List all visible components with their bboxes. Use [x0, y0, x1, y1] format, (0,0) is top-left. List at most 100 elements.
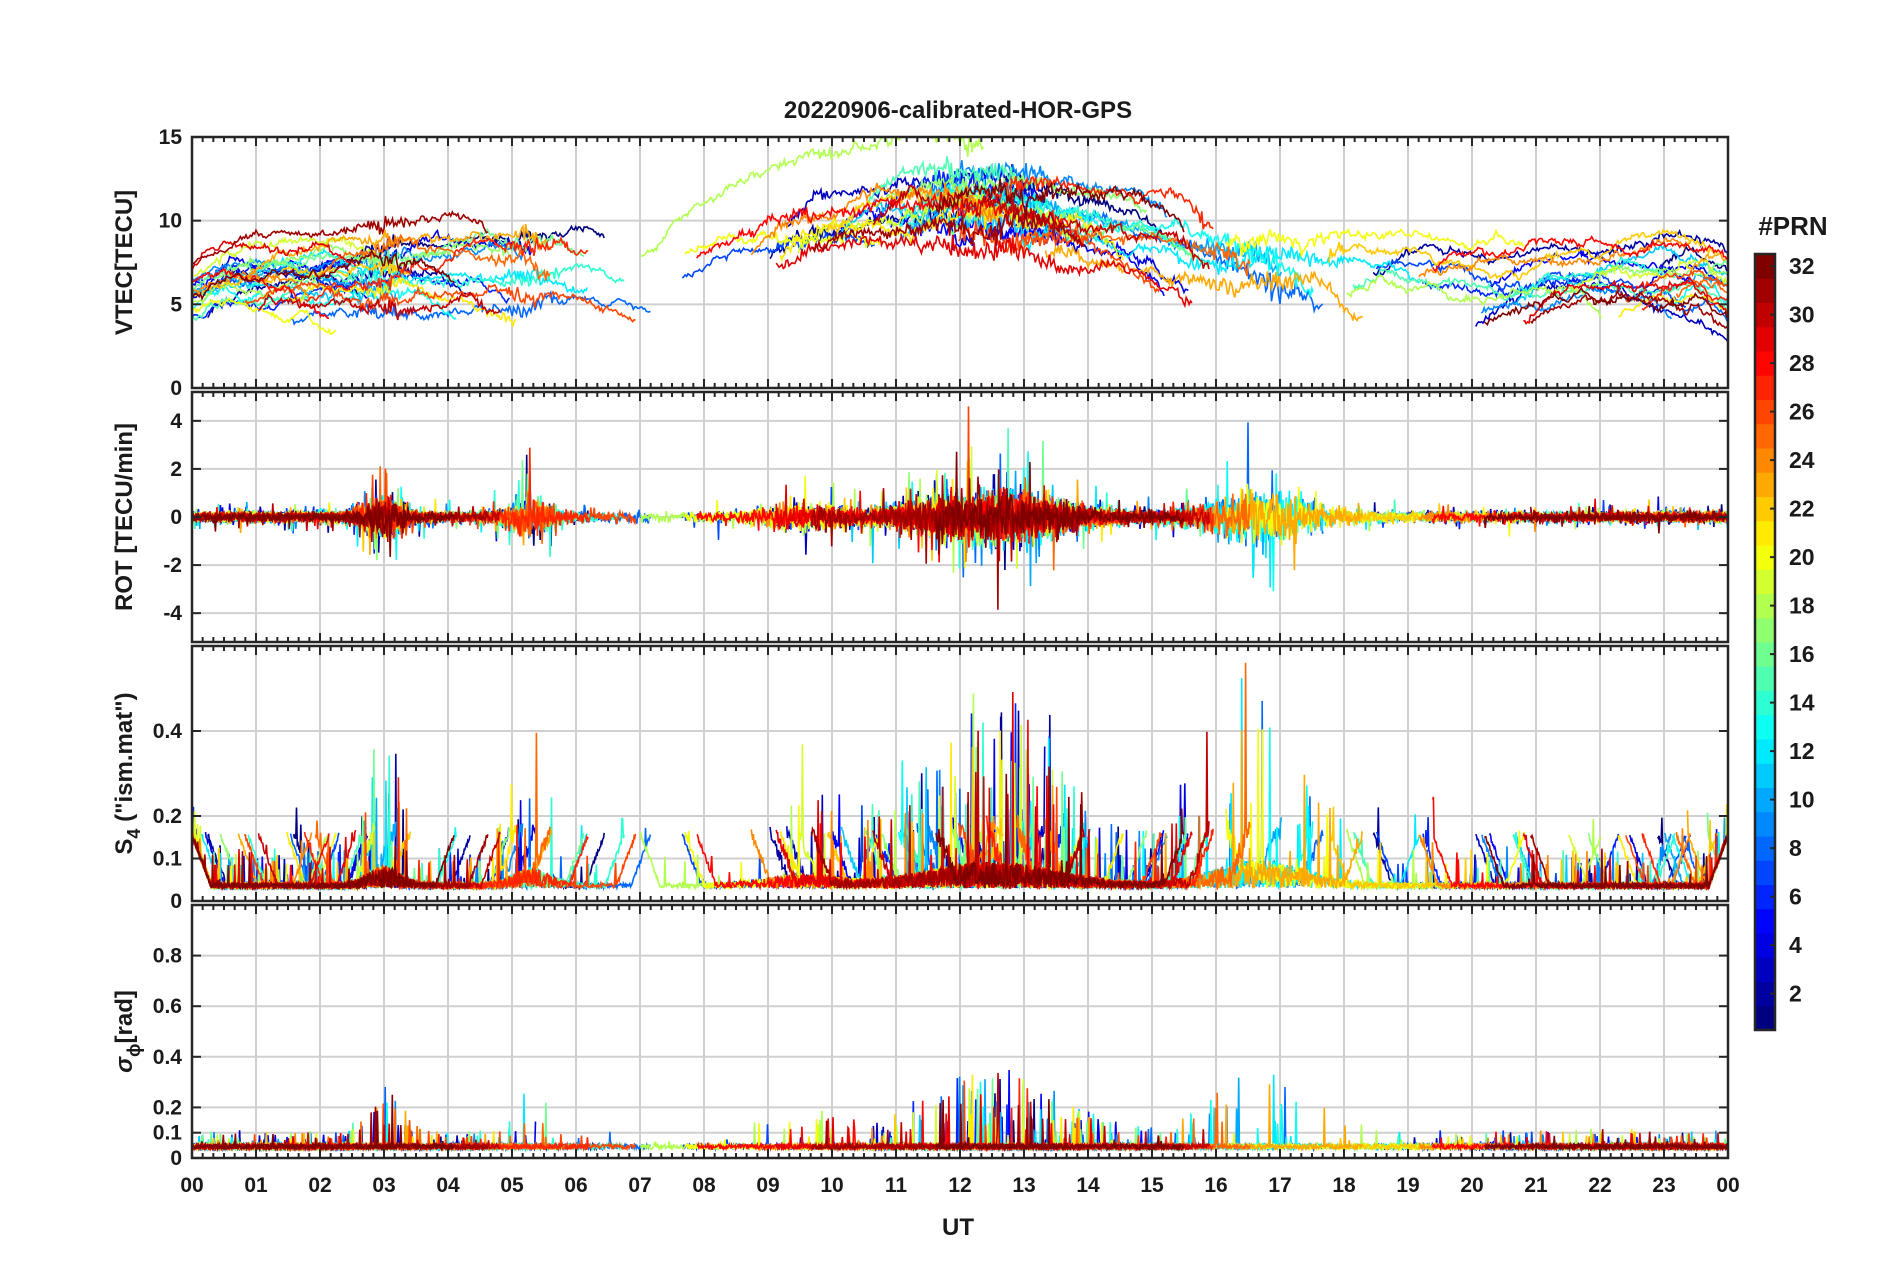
series-line-prn-3: [786, 164, 1046, 228]
series-vtec: [192, 137, 1728, 343]
colorbar-segment-prn-13: [1755, 714, 1775, 740]
series-line-prn-32: [935, 773, 1185, 892]
series-s4: [192, 662, 1728, 892]
series-line-prn-32: [1483, 286, 1728, 326]
y-tick-label-s4: 0.2: [153, 805, 182, 828]
series-line-prn-20: [192, 296, 337, 336]
series-line-prn-1: [1656, 244, 1728, 274]
colorbar-segment-prn-16: [1755, 642, 1775, 667]
y-tick-label-sigphi: 0.6: [153, 995, 182, 1018]
series-line-prn-29: [192, 240, 357, 271]
colorbar-tick-label: 20: [1789, 544, 1815, 570]
series-line-prn-7: [681, 229, 875, 279]
colorbar-segment-prn-31: [1755, 278, 1775, 303]
x-ticks-vtec: [191, 137, 1729, 388]
x-tick-label: 12: [948, 1174, 971, 1197]
series-line-prn-21: [286, 274, 517, 329]
series-line-prn-18: [1346, 274, 1602, 319]
y-tick-label-sigphi: 0.4: [153, 1046, 183, 1069]
x-tick-label: 05: [500, 1174, 524, 1197]
colorbar-label: #PRN: [1758, 211, 1827, 241]
x-tick-label: 08: [692, 1174, 716, 1197]
series-line-prn-5: [1488, 248, 1692, 288]
series-line-prn-27: [985, 175, 1214, 230]
x-tick-label: 00: [180, 1174, 203, 1197]
colorbar-segment-prn-23: [1755, 472, 1775, 497]
x-tick-label: 10: [820, 1174, 843, 1197]
series-line-prn-32: [192, 249, 455, 302]
colorbar-tick-label: 26: [1789, 399, 1815, 425]
series-line-prn-22: [1328, 228, 1718, 281]
x-tick-label: 01: [244, 1174, 268, 1197]
series-line-prn-32: [935, 451, 1185, 555]
series-line-prn-31: [811, 205, 1086, 254]
series-line-prn-32: [935, 178, 1185, 233]
y-tick-label-vtec: 5: [170, 293, 182, 316]
x-tick-label: 17: [1268, 1174, 1291, 1197]
colorbar-segment-prn-9: [1755, 811, 1775, 837]
series-line-prn-30: [258, 291, 501, 321]
colorbar-segment-prn-25: [1755, 423, 1775, 449]
y-tick-label-vtec: 10: [159, 210, 182, 233]
series-line-prn-7: [1375, 257, 1687, 308]
series-line-prn-23: [1044, 244, 1363, 322]
colorbar-tick-label: 4: [1789, 932, 1802, 958]
y-tick-label-rot: -2: [163, 554, 182, 577]
series-line-prn-6: [1421, 274, 1619, 299]
series-line-prn-9: [927, 160, 1168, 218]
y-tick-label-vtec: 15: [159, 126, 183, 149]
y-axis-label-rot: ROT [TECU/min]: [111, 423, 138, 611]
colorbar-tick-label: 30: [1789, 302, 1815, 328]
x-tick-label: 00: [1716, 1174, 1739, 1197]
colorbar-segment-prn-2: [1755, 981, 1775, 1007]
colorbar-segment-prn-7: [1755, 860, 1775, 885]
y-tick-label-s4: 0: [170, 890, 182, 913]
colorbar-segment-prn-15: [1755, 666, 1775, 691]
colorbar-tick-label: 8: [1789, 835, 1802, 861]
x-ticks-s4: [191, 646, 1729, 901]
x-tick-label: 03: [372, 1174, 395, 1197]
colorbar-segment-prn-5: [1755, 908, 1775, 934]
y-axis-label-sigphi: σϕ[rad]: [111, 990, 144, 1073]
panel-rot: -4 -2 0 2 4 ROT [TECU/min]: [111, 390, 1730, 644]
y-tick-label-sigphi: 0.2: [153, 1096, 182, 1119]
colorbar-segment-prn-11: [1755, 763, 1775, 788]
series-line-prn-20: [684, 229, 882, 255]
x-tick-label: 20: [1460, 1174, 1483, 1197]
colorbar-segment-prn-12: [1755, 739, 1775, 764]
colorbar-segment-prn-26: [1755, 399, 1775, 425]
series-line-prn-22: [192, 260, 411, 297]
series-line-prn-32: [1483, 1135, 1728, 1152]
y-tick-label-s4: 0.1: [153, 848, 183, 871]
series-line-prn-18: [640, 137, 985, 257]
colorbar-tick-label: 12: [1789, 738, 1815, 764]
series-line-prn-15: [865, 156, 1034, 206]
y-tick-label-vtec: 0: [170, 377, 182, 400]
series-rot: [192, 406, 1728, 610]
colorbar-segment-prn-19: [1755, 569, 1775, 594]
series-line-prn-32: [1483, 834, 1728, 892]
y-tick-label-rot: 2: [170, 458, 182, 481]
series-line-prn-31: [192, 209, 489, 266]
series-sigphi: [192, 1069, 1728, 1153]
y-tick-label-sigphi: 0.8: [153, 945, 183, 968]
series-line-prn-32: [192, 834, 455, 891]
colorbar-segment-prn-3: [1755, 957, 1775, 982]
x-tick-label: 22: [1588, 1174, 1611, 1197]
colorbar-tick-label: 16: [1789, 641, 1815, 667]
series-line-prn-29: [775, 233, 1193, 309]
series-line-prn-30: [872, 184, 1210, 270]
series-line-prn-23: [1044, 729, 1364, 892]
panel-vtec: 0 5 10 15 VTEC[TECU]: [111, 126, 1730, 400]
x-tick-label: 23: [1652, 1174, 1675, 1197]
x-tick-label: 04: [436, 1174, 460, 1197]
series-line-prn-26: [244, 281, 636, 323]
colorbar-tick-label: 28: [1789, 350, 1815, 376]
colorbar-segment-prn-4: [1755, 933, 1775, 958]
colorbar-tick-label: 14: [1789, 690, 1815, 716]
series-line-prn-27: [304, 235, 589, 303]
x-axis: 00 01 02 03 04 05 06 07 08 09 10 11 12 13 14 15 16 17 18 19…: [180, 1174, 1739, 1197]
